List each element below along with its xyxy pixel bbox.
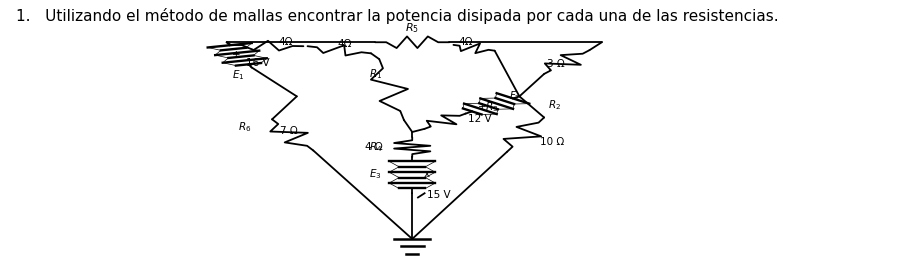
Text: $R_2$: $R_2$	[548, 99, 561, 112]
Text: +: +	[233, 50, 241, 60]
Text: $R_1$: $R_1$	[369, 67, 382, 81]
Text: 4Ω: 4Ω	[279, 37, 293, 47]
Text: 12 V: 12 V	[468, 114, 492, 124]
Text: 7 Ω: 7 Ω	[281, 126, 298, 136]
Text: $F_2$: $F_2$	[509, 89, 520, 103]
Text: 4Ω: 4Ω	[337, 39, 352, 49]
Text: 3 Ω: 3 Ω	[548, 59, 566, 69]
Text: 16 V: 16 V	[245, 58, 270, 68]
Text: +$R_3$: +$R_3$	[476, 100, 499, 114]
Text: $R_5$: $R_5$	[405, 21, 419, 35]
Text: $R_4$: $R_4$	[369, 140, 382, 154]
Text: 4Ω: 4Ω	[458, 37, 473, 47]
Text: $E_1$: $E_1$	[233, 69, 245, 82]
Text: $R_6$: $R_6$	[238, 120, 252, 134]
Text: 4 Ω: 4 Ω	[364, 142, 382, 152]
Text: 15 V: 15 V	[427, 190, 451, 200]
Text: 10 Ω: 10 Ω	[540, 137, 565, 147]
Text: x: x	[424, 169, 430, 179]
Text: $E_3$: $E_3$	[369, 167, 382, 181]
Text: 1.   Utilizando el método de mallas encontrar la potencia disipada por cada una : 1. Utilizando el método de mallas encont…	[16, 8, 779, 24]
